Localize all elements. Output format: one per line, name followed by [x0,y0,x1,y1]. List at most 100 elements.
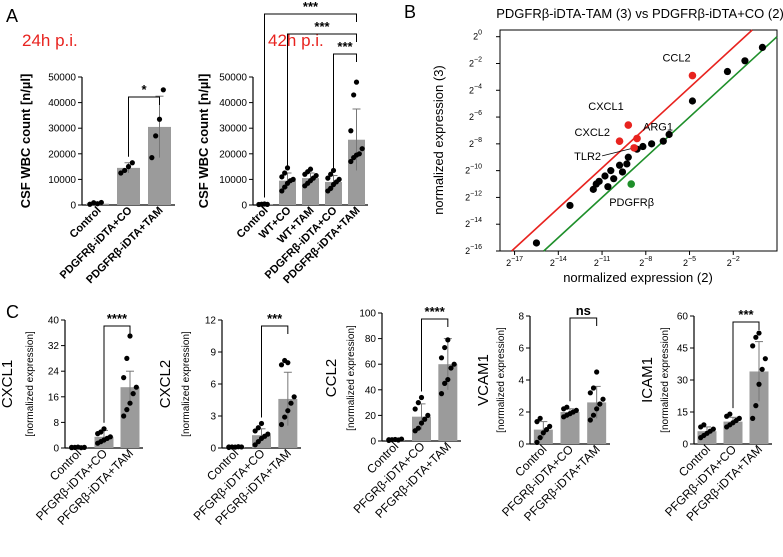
y-axis-label: [normalized expression] [346,325,357,431]
data-point [129,160,135,166]
data-point [589,185,597,193]
data-point [127,333,133,339]
significance-bracket [421,318,449,392]
y-axis-label: [normalized expression] [660,327,671,433]
y-tick-label: 20000 [219,149,247,160]
y-tick-label: 15 [677,408,689,419]
significance-label: *** [267,311,283,326]
panel-letter-c: C [6,302,19,322]
y-tick-label: 40 [365,385,377,396]
y-tick-label: 0 [682,440,688,451]
data-point [330,167,337,174]
data-point [438,355,445,361]
data-point [356,151,362,157]
significance-bracket [128,96,160,157]
data-point [587,417,593,423]
chart-title: 42h p.i. [268,31,324,50]
data-point [359,146,365,152]
data-point [659,137,667,145]
y-tick-label: 4 [518,376,524,387]
data-point [736,415,742,421]
data-point [534,439,540,445]
data-point [348,128,354,134]
data-point [348,158,354,165]
data-point [534,419,540,425]
highlighted-point [624,121,633,129]
data-point [445,376,451,383]
data-point [282,184,288,190]
data-point [566,201,574,210]
significance-label: *** [303,0,319,14]
y-tick-label: 2−12 [465,190,482,202]
data-point [648,140,656,148]
data-point [665,130,673,139]
data-point [753,403,759,409]
data-point [328,185,334,191]
data-point [425,412,431,418]
significance-bracket [287,33,357,167]
data-point [415,425,421,431]
data-point [69,444,75,450]
data-point [412,406,418,412]
data-point [282,170,288,176]
point-label: PDGFRβ [609,197,654,209]
data-point [328,171,334,177]
data-point [252,442,258,448]
y-tick-label: 3 [210,412,216,423]
y-tick-label: 2−14 [465,217,482,229]
x-tick-label: 2−8 [639,256,652,268]
bar [117,167,140,205]
data-point [351,92,357,98]
data-point [265,431,271,437]
significance-bracket [103,325,131,423]
y-tick-label: 10000 [219,175,247,186]
data-point [587,390,593,396]
bar [148,126,171,205]
significance-bracket [264,13,357,198]
y-axis-label: normalized expression (3) [431,65,446,215]
y-tick-label: 6 [518,344,524,355]
data-point [750,415,756,421]
data-point [758,43,767,52]
y-tick-label: 8 [518,312,524,323]
y-tick-label: 0 [241,201,247,212]
x-tick-label: 2−14 [550,256,567,268]
data-point [290,176,296,182]
data-point [537,415,543,421]
green-reference-line [543,36,778,252]
data-point [615,161,624,169]
y-tick-label: 32 [48,341,60,352]
highlighted-point [615,137,624,145]
data-point [543,427,550,433]
data-point [313,172,319,179]
data-point [107,434,113,440]
data-point [252,428,258,434]
y-tick-label: 0 [70,201,76,212]
significance-label: ns [576,303,591,318]
data-point [750,343,756,349]
data-point [445,337,451,343]
data-point [710,426,716,432]
plot-frame [499,29,778,252]
data-point [604,183,612,191]
y-tick-label: 20 [473,30,482,42]
bar [120,387,140,448]
data-point [255,425,261,431]
data-point [540,430,546,436]
data-point [386,437,392,443]
significance-bracket [569,317,598,402]
data-point [101,426,107,432]
data-point [282,414,288,420]
highlighted-point [627,180,636,188]
data-point [284,165,291,171]
y-tick-label: 2−16 [465,244,482,256]
data-point [279,188,285,194]
data-point [590,385,597,391]
data-point [279,174,285,180]
y-axis-label: [normalized expression] [496,327,507,433]
data-point [600,396,606,402]
x-tick-label: 2−17 [506,256,523,268]
data-point [639,142,647,151]
bar [749,371,769,444]
x-tick-label: 2−11 [594,256,610,268]
